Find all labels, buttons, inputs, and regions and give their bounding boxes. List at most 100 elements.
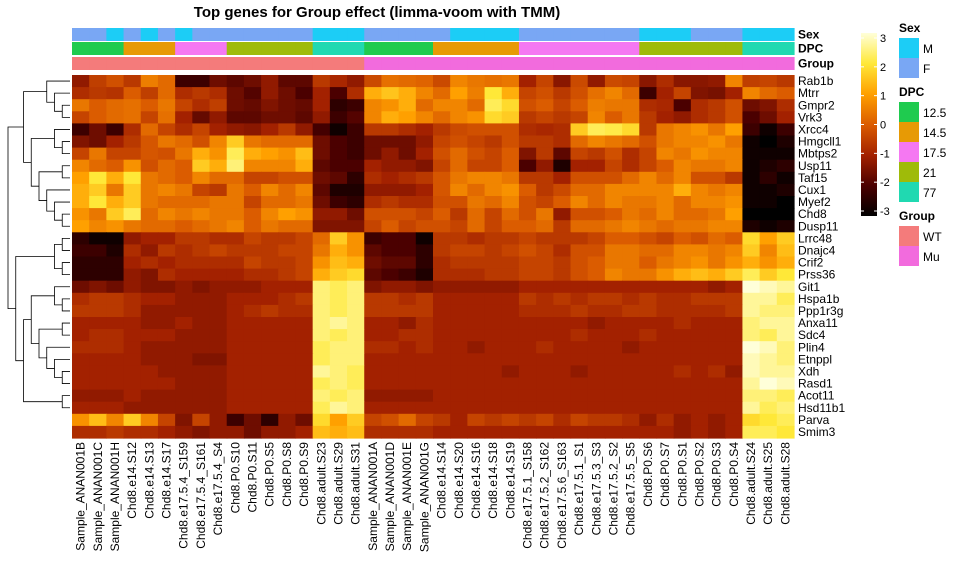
heatmap-cell [312,280,331,294]
heatmap-cell [364,280,383,294]
heatmap-cell [587,256,606,270]
heatmap-cell [261,329,279,342]
heatmap-cell [484,159,503,173]
heatmap-cell [604,75,623,88]
heatmap-cell [570,220,589,233]
heatmap-cell [209,171,228,185]
heatmap-cell [622,341,640,354]
heatmap-cell [776,196,795,209]
heatmap-cell [347,341,365,354]
column-label: Chd8.P0.S2 [692,442,706,507]
heatmap-cell [106,220,125,233]
heatmap-cell [673,99,692,112]
heatmap-cell [656,99,675,112]
heatmap-cell [742,377,761,391]
column-label: Sample_ANAN001A [366,442,380,551]
heatmap-cell [329,365,348,379]
heatmap-cell [140,135,159,149]
legend-swatch [899,102,919,122]
heatmap-cell [708,147,726,161]
heatmap-cell [106,208,125,221]
heatmap-cell [89,353,107,366]
heatmap-cell [243,341,262,354]
heatmap-cell [123,365,142,379]
heatmap-cell [501,99,520,112]
heatmap-cell [433,280,451,294]
heatmap-cell [72,159,90,173]
heatmap-cell [725,75,744,88]
heatmap-cell [587,159,606,173]
legend-label: 77 [923,186,937,200]
heatmap-cell [415,232,434,245]
heatmap-cell [604,317,623,330]
heatmap-cell [673,256,692,270]
annotation-cell-sex [415,28,434,41]
annotation-cell-group [175,57,193,70]
dendrogram-branch [46,346,70,369]
heatmap-cell [381,99,400,112]
heatmap-cell [140,232,159,245]
heatmap-cell [776,280,795,294]
heatmap-cell [708,135,726,149]
heatmap-cell [209,111,228,124]
heatmap-cell [226,341,245,354]
heatmap-cell [123,111,142,124]
annotation-cell-dpc [243,42,262,55]
heatmap-cell [501,329,520,342]
heatmap-cell [192,341,211,354]
heatmap-cell [209,183,228,197]
heatmap-cell [347,208,365,221]
heatmap-cell [347,99,365,112]
heatmap-cell [415,147,434,161]
heatmap-cell [622,147,640,161]
heatmap-cell [604,208,623,221]
heatmap-cell [604,196,623,209]
heatmap-cell [226,256,245,270]
annotation-cell-dpc [175,42,193,55]
heatmap-cell [329,377,348,391]
heatmap-cell [484,389,503,403]
annotation-cell-group [209,57,228,70]
heatmap-cell [553,304,572,318]
heatmap-cell [226,377,245,391]
heatmap-cell [381,256,400,270]
heatmap-cell [501,123,520,137]
heatmap-cell [622,401,640,415]
heatmap-cell [518,317,537,330]
column-label: Chd8.adult.S31 [349,442,363,525]
annotation-cell-group [553,57,572,70]
heatmap-cell [776,244,795,258]
heatmap-cell [622,389,640,403]
heatmap-cell [123,413,142,427]
heatmap-cell [243,389,262,403]
heatmap-cell [759,75,778,88]
heatmap-cell [278,183,297,197]
heatmap-cell [690,292,709,306]
heatmap-cell [192,377,211,391]
heatmap-cell [226,365,245,379]
heatmap-cell [89,341,107,354]
annotation-cell-sex [381,28,400,41]
heatmap-cell [175,401,193,415]
heatmap-cell [570,196,589,209]
row-label: Lrrc48 [798,231,832,245]
legend-swatch [899,162,919,182]
heatmap-cell [433,256,451,270]
heatmap-cell [261,365,279,379]
heatmap-cell [776,123,795,137]
heatmap-cell [725,268,744,282]
heatmap-cell [278,353,297,366]
row-label: Hmgcll1 [798,135,842,149]
heatmap-cell [243,256,262,270]
heatmap-cell [518,232,537,245]
heatmap-cell [587,111,606,124]
annotation-cell-group [673,57,692,70]
heatmap-cell [175,208,193,221]
heatmap-cell [501,256,520,270]
heatmap-cell [622,99,640,112]
heatmap-cell [639,244,658,258]
legend-swatch [899,58,919,78]
heatmap-cell [140,159,159,173]
heatmap-cell [622,268,640,282]
heatmap-cell [209,425,228,439]
